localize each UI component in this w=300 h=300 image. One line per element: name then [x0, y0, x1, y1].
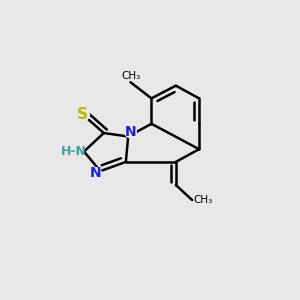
Circle shape	[125, 126, 136, 138]
Circle shape	[76, 108, 89, 121]
Circle shape	[64, 142, 83, 161]
Text: CH₃: CH₃	[121, 71, 140, 81]
Text: S: S	[77, 107, 88, 122]
Text: H-N: H-N	[61, 145, 86, 158]
Text: N: N	[90, 167, 101, 180]
Circle shape	[90, 168, 101, 179]
Text: N: N	[125, 125, 136, 139]
Text: CH₃: CH₃	[193, 195, 212, 205]
